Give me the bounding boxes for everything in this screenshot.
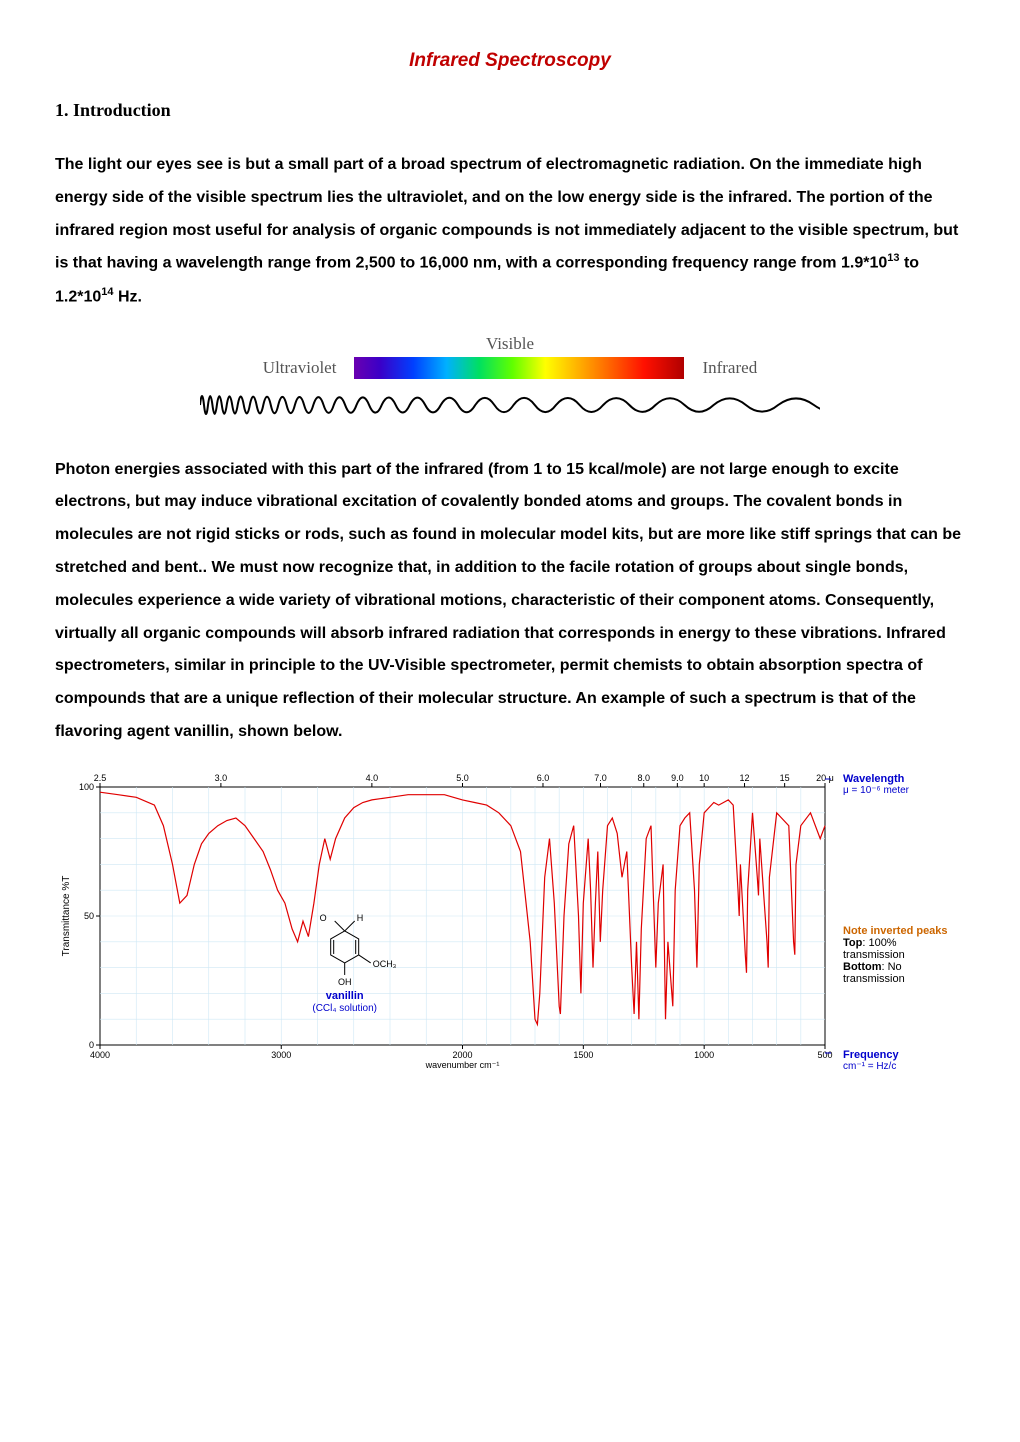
svg-text:3000: 3000: [271, 1050, 291, 1060]
svg-text:wavenumber cm⁻¹: wavenumber cm⁻¹: [425, 1060, 500, 1069]
svg-text:5.0: 5.0: [456, 773, 469, 783]
p1-text-pre: The light our eyes see is but a small pa…: [55, 156, 958, 272]
intro-paragraph-1: The light our eyes see is but a small pa…: [55, 149, 965, 314]
svg-text:1500: 1500: [573, 1050, 593, 1060]
section-heading-introduction: 1. Introduction: [55, 100, 965, 121]
svg-text:0: 0: [89, 1040, 94, 1050]
svg-text:9.0: 9.0: [671, 773, 684, 783]
p1-exp1: 13: [887, 252, 899, 264]
ir-side-annotations: Wavelength μ = 10⁻⁶ meter Note inverted …: [835, 769, 960, 1074]
spectrum-top-label: Visible: [190, 334, 830, 354]
svg-text:10: 10: [699, 773, 709, 783]
svg-text:3.0: 3.0: [215, 773, 228, 783]
svg-text:4000: 4000: [90, 1050, 110, 1060]
svg-text:2000: 2000: [452, 1050, 472, 1060]
side-freq-title: Frequency: [843, 1049, 960, 1061]
page-title: Infrared Spectroscopy: [55, 50, 965, 72]
svg-text:1000: 1000: [694, 1050, 714, 1060]
side-wavelength-sub: μ = 10⁻⁶ meter: [843, 785, 960, 796]
side-wavelength-title: Wavelength: [843, 773, 960, 785]
svg-text:500: 500: [817, 1050, 832, 1060]
spectrum-left-label: Ultraviolet: [263, 358, 337, 378]
ir-spectrum-plot: 0 50 100 Transmittance %T 4000 3000 2000 1500 10…: [55, 769, 835, 1069]
p1-text-post: Hz.: [114, 288, 142, 305]
svg-text:15: 15: [780, 773, 790, 783]
svg-text:OCH₃: OCH₃: [373, 959, 397, 969]
em-wave-icon: [200, 381, 820, 429]
svg-text:12: 12: [740, 773, 750, 783]
svg-text:6.0: 6.0: [537, 773, 550, 783]
svg-text:20 μ: 20 μ: [816, 773, 834, 783]
spectrum-right-label: Infrared: [702, 358, 757, 378]
svg-text:2.5: 2.5: [94, 773, 107, 783]
svg-text:50: 50: [84, 911, 94, 921]
svg-text:OH: OH: [338, 977, 352, 987]
p1-exp2: 14: [101, 286, 113, 298]
intro-paragraph-2: Photon energies associated with this par…: [55, 454, 965, 749]
svg-text:vanillin: vanillin: [326, 990, 364, 1002]
side-freq-sub: cm⁻¹ = Hz/c: [843, 1061, 960, 1072]
svg-text:4.0: 4.0: [366, 773, 379, 783]
side-note-top: Top: 100% transmission: [843, 937, 960, 961]
side-note-bottom: Bottom: No transmission: [843, 961, 960, 985]
svg-text:Transmittance %T: Transmittance %T: [61, 875, 72, 956]
svg-text:O: O: [320, 913, 327, 923]
svg-text:(CCl₄ solution): (CCl₄ solution): [312, 1003, 377, 1014]
side-note-title: Note inverted peaks: [843, 925, 960, 937]
svg-text:H: H: [357, 913, 364, 923]
svg-text:8.0: 8.0: [637, 773, 650, 783]
svg-text:100: 100: [79, 782, 94, 792]
em-spectrum-diagram: Visible Ultraviolet Infrared: [190, 334, 830, 429]
visible-spectrum-bar: [354, 357, 684, 379]
svg-text:7.0: 7.0: [594, 773, 607, 783]
ir-spectrum-figure: 0 50 100 Transmittance %T 4000 3000 2000 1500 10…: [55, 769, 960, 1074]
